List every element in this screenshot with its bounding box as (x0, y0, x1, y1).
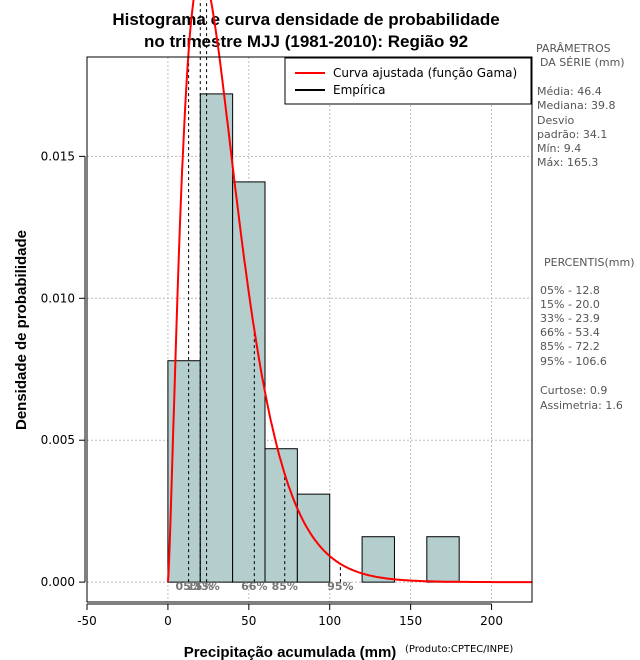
stat-assimetria: Assimetria: 1.6 (540, 399, 623, 412)
percentil-95: 95% - 106.6 (540, 355, 607, 368)
chart-title-line2: no trimestre MJJ (1981-2010): Região 92 (144, 32, 468, 51)
plot-frame (86, 56, 533, 603)
percentile-label-2: 33% (193, 580, 219, 593)
percentil-33: 33% - 23.9 (540, 312, 600, 325)
y-tick-label-1: 0.005 (41, 433, 75, 447)
legend-label-curve: Curva ajustada (função Gama) (333, 66, 517, 80)
side-panel: PARÂMETROS DA SÉRIE (mm) Média: 46.4 Med… (536, 42, 635, 412)
params-title-1: PARÂMETROS (536, 42, 611, 55)
percentile-labels: 05%15%33% 66% 85% 95% (175, 580, 353, 593)
y-tick-label-3: 0.015 (41, 149, 75, 163)
x-axis: -50 0 50 100 150 200 (77, 603, 503, 628)
params-title-2: DA SÉRIE (mm) (540, 56, 625, 69)
chart-title-line1: Histograma e curva densidade de probabil… (112, 10, 499, 29)
y-tick-label-2: 0.010 (41, 291, 75, 305)
stat-desvio-1: Desvio (537, 114, 575, 127)
gamma-curve (166, 0, 532, 584)
y-axis-title: Densidade de probabilidade (13, 230, 30, 430)
y-axis: 0.000 0.005 0.010 0.015 (41, 149, 86, 589)
percentil-85: 85% - 72.2 (540, 340, 600, 353)
legend-box (284, 57, 532, 105)
x-tick-label-5: 200 (480, 614, 503, 628)
stat-media: Média: 46.4 (537, 85, 602, 98)
percentil-66: 66% - 53.4 (540, 326, 600, 339)
stat-curtose: Curtose: 0.9 (540, 384, 607, 397)
x-tick-label-3: 100 (318, 614, 341, 628)
histogram-bar-2 (232, 181, 266, 583)
y-tick-label-0: 0.000 (41, 575, 75, 589)
percentis-title: PERCENTIS(mm) (544, 256, 635, 269)
legend-label-empirical: Empírica (333, 83, 385, 97)
stat-desvio-2: padrão: 34.1 (537, 128, 607, 141)
percentil-15: 15% - 20.0 (540, 298, 600, 311)
percentile-label-5: 95% (327, 580, 353, 593)
percentil-05: 05% - 12.8 (540, 284, 600, 297)
x-axis-title: Precipitação acumulada (mm) (184, 644, 397, 660)
histogram-bars (167, 93, 460, 583)
stat-min: Mín: 9.4 (537, 142, 581, 155)
legend: Curva ajustada (função Gama) Empírica (284, 57, 532, 105)
percentile-label-0: 05% (175, 580, 201, 593)
percentile-label-1: 15% (187, 580, 213, 593)
x-tick-label-2: 50 (241, 614, 256, 628)
percentile-label-3: 66% (241, 580, 267, 593)
histogram-bar-3 (264, 448, 298, 583)
gamma-curve-layer (166, 0, 532, 584)
histogram-bar-6 (426, 536, 460, 583)
stat-max: Máx: 165.3 (537, 156, 598, 169)
histogram-bar-1 (199, 93, 234, 583)
percentile-label-4: 85% (272, 580, 298, 593)
credit-text: (Produto:CPTEC/INPE) (405, 644, 513, 655)
x-tick-label-0: -50 (77, 614, 97, 628)
stat-mediana: Mediana: 39.8 (537, 99, 615, 112)
percentile-lines (188, 0, 341, 583)
x-tick-label-1: 0 (164, 614, 172, 628)
x-tick-label-4: 150 (399, 614, 422, 628)
